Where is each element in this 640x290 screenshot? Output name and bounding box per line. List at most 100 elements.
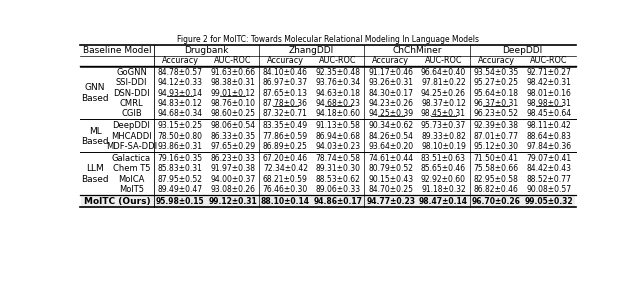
Text: ChChMiner: ChChMiner (392, 46, 442, 55)
Text: 98.76±0.10: 98.76±0.10 (210, 99, 255, 108)
Text: 90.08±0.57: 90.08±0.57 (526, 185, 572, 194)
Text: Accuracy: Accuracy (477, 56, 515, 65)
Text: 98.98±0.31: 98.98±0.31 (527, 99, 572, 108)
Text: 93.76±0.34: 93.76±0.34 (316, 78, 361, 87)
Text: 88.64±0.83: 88.64±0.83 (527, 132, 572, 141)
Text: 80.79±0.52: 80.79±0.52 (368, 164, 413, 173)
Text: 71.50±0.41: 71.50±0.41 (474, 154, 518, 163)
Text: 94.86±0.17: 94.86±0.17 (314, 197, 363, 206)
Text: Drugbank: Drugbank (184, 46, 228, 55)
Text: 91.97±0.38: 91.97±0.38 (210, 164, 255, 173)
Text: 99.01±0.12: 99.01±0.12 (210, 89, 255, 98)
Text: 87.01±0.77: 87.01±0.77 (474, 132, 518, 141)
Text: 97.81±0.22: 97.81±0.22 (421, 78, 466, 87)
Text: 95.27±0.25: 95.27±0.25 (474, 78, 518, 87)
Text: 87.65±0.13: 87.65±0.13 (263, 89, 308, 98)
Text: 94.12±0.33: 94.12±0.33 (157, 78, 202, 87)
Text: 98.45±0.64: 98.45±0.64 (526, 109, 572, 118)
Text: MolT5: MolT5 (119, 185, 144, 194)
Text: ML
Based: ML Based (81, 126, 109, 146)
Text: 77.86±0.59: 77.86±0.59 (263, 132, 308, 141)
Text: 89.49±0.47: 89.49±0.47 (157, 185, 202, 194)
Text: 67.20±0.46: 67.20±0.46 (263, 154, 308, 163)
Text: MHCADDI: MHCADDI (111, 132, 152, 141)
Text: 94.93±0.14: 94.93±0.14 (157, 89, 202, 98)
Text: MolCA: MolCA (118, 175, 145, 184)
Text: Accuracy: Accuracy (267, 56, 304, 65)
Text: 74.61±0.44: 74.61±0.44 (368, 154, 413, 163)
Text: ZhangDDI: ZhangDDI (289, 46, 334, 55)
Text: 94.23±0.26: 94.23±0.26 (368, 99, 413, 108)
Text: 98.47±0.14: 98.47±0.14 (419, 197, 468, 206)
Text: 91.17±0.46: 91.17±0.46 (368, 68, 413, 77)
Text: 93.54±0.35: 93.54±0.35 (474, 68, 519, 77)
Text: 98.60±0.25: 98.60±0.25 (210, 109, 255, 118)
Text: 98.42±0.31: 98.42±0.31 (527, 78, 572, 87)
Text: 84.30±0.17: 84.30±0.17 (368, 89, 413, 98)
Text: DeepDDI: DeepDDI (113, 121, 150, 130)
Text: 86.94±0.68: 86.94±0.68 (316, 132, 360, 141)
Text: 85.65±0.46: 85.65±0.46 (421, 164, 466, 173)
Text: 92.35±0.48: 92.35±0.48 (316, 68, 360, 77)
Text: 94.68±0.23: 94.68±0.23 (316, 99, 360, 108)
Text: 92.71±0.27: 92.71±0.27 (527, 68, 572, 77)
Text: 89.33±0.82: 89.33±0.82 (421, 132, 466, 141)
Text: 90.15±0.43: 90.15±0.43 (368, 175, 413, 184)
Text: 86.82±0.46: 86.82±0.46 (474, 185, 518, 194)
Text: 87.95±0.52: 87.95±0.52 (157, 175, 202, 184)
Text: DeepDDI: DeepDDI (502, 46, 543, 55)
Text: 90.34±0.62: 90.34±0.62 (368, 121, 413, 130)
Text: 94.25±0.26: 94.25±0.26 (421, 89, 466, 98)
Text: 98.37±0.12: 98.37±0.12 (421, 99, 466, 108)
Text: 72.34±0.42: 72.34±0.42 (263, 164, 308, 173)
Text: 87.32±0.71: 87.32±0.71 (263, 109, 308, 118)
Text: 98.11±0.42: 98.11±0.42 (527, 121, 572, 130)
Text: 86.23±0.33: 86.23±0.33 (210, 154, 255, 163)
Text: CGIB: CGIB (121, 109, 142, 118)
Text: 88.53±0.62: 88.53±0.62 (316, 175, 360, 184)
Text: 97.65±0.29: 97.65±0.29 (210, 142, 255, 151)
Text: 96.64±0.40: 96.64±0.40 (421, 68, 466, 77)
Text: 97.84±0.36: 97.84±0.36 (526, 142, 572, 151)
Text: 94.83±0.12: 94.83±0.12 (157, 99, 202, 108)
Text: 68.21±0.59: 68.21±0.59 (263, 175, 308, 184)
Text: 94.00±0.37: 94.00±0.37 (210, 175, 255, 184)
Text: AUC-ROC: AUC-ROC (319, 56, 357, 65)
Text: 93.08±0.26: 93.08±0.26 (210, 185, 255, 194)
Text: GNN
Based: GNN Based (81, 84, 109, 103)
Text: 92.39±0.38: 92.39±0.38 (474, 121, 518, 130)
Text: 93.86±0.31: 93.86±0.31 (157, 142, 202, 151)
Text: 91.13±0.58: 91.13±0.58 (316, 121, 360, 130)
Text: Baseline Model: Baseline Model (83, 46, 152, 55)
Text: 98.10±0.19: 98.10±0.19 (421, 142, 466, 151)
Text: 98.06±0.54: 98.06±0.54 (210, 121, 255, 130)
Text: 75.58±0.66: 75.58±0.66 (474, 164, 519, 173)
Text: MDF-SA-DDI: MDF-SA-DDI (106, 142, 157, 151)
Text: 88.10±0.14: 88.10±0.14 (261, 197, 310, 206)
Text: 95.64±0.18: 95.64±0.18 (474, 89, 518, 98)
Text: CMRL: CMRL (120, 99, 143, 108)
Text: 78.74±0.58: 78.74±0.58 (316, 154, 360, 163)
Text: 79.16±0.35: 79.16±0.35 (157, 154, 202, 163)
Text: 84.10±0.46: 84.10±0.46 (263, 68, 308, 77)
Text: 76.46±0.30: 76.46±0.30 (263, 185, 308, 194)
Bar (81, 195, 575, 207)
Text: 96.37±0.31: 96.37±0.31 (474, 99, 519, 108)
Text: AUC-ROC: AUC-ROC (425, 56, 462, 65)
Text: 98.38±0.31: 98.38±0.31 (210, 78, 255, 87)
Text: 94.77±0.23: 94.77±0.23 (366, 197, 415, 206)
Text: 78.50±0.80: 78.50±0.80 (157, 132, 202, 141)
Text: 83.51±0.63: 83.51±0.63 (421, 154, 466, 163)
Text: 82.95±0.58: 82.95±0.58 (474, 175, 518, 184)
Text: 99.12±0.31: 99.12±0.31 (208, 197, 257, 206)
Text: Accuracy: Accuracy (372, 56, 409, 65)
Text: 93.26±0.31: 93.26±0.31 (368, 78, 413, 87)
Text: 91.18±0.32: 91.18±0.32 (421, 185, 466, 194)
Text: 89.06±0.33: 89.06±0.33 (316, 185, 360, 194)
Text: AUC-ROC: AUC-ROC (214, 56, 252, 65)
Text: 84.26±0.54: 84.26±0.54 (368, 132, 413, 141)
Text: Figure 2 for MolTC: Towards Molecular Relational Modeling In Language Models: Figure 2 for MolTC: Towards Molecular Re… (177, 35, 479, 44)
Text: 98.45±0.31: 98.45±0.31 (421, 109, 466, 118)
Text: Galactica: Galactica (112, 154, 151, 163)
Text: 95.12±0.30: 95.12±0.30 (474, 142, 518, 151)
